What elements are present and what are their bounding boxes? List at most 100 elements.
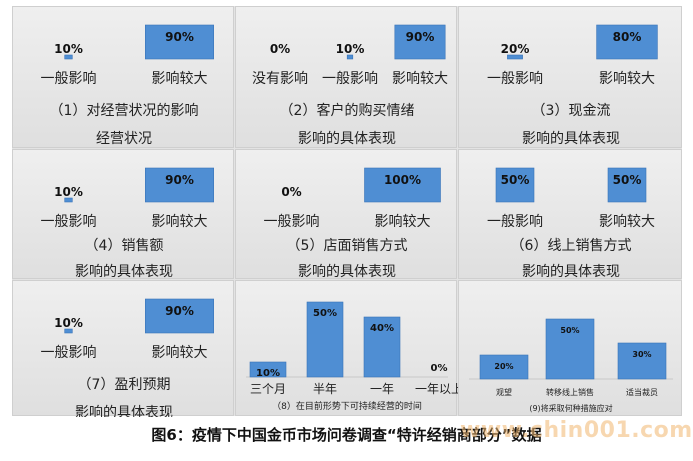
data-label: 20% <box>494 362 513 371</box>
data-label: 10% <box>54 42 83 56</box>
watermark: www.chin001.com <box>460 418 693 443</box>
data-label: 30% <box>632 350 651 359</box>
category-label: 一般影响 <box>322 71 378 87</box>
category-label: 半年 <box>313 382 337 396</box>
bar <box>617 342 667 380</box>
category-label: 一般影响 <box>264 214 320 230</box>
bar <box>596 24 658 60</box>
category-label: 影响较大 <box>152 71 208 87</box>
bar <box>64 197 73 203</box>
category-label: 影响较大 <box>599 214 655 230</box>
chart-panel-1: 10% 一般影响 90% 影响较大 （1）对经营状况的影响 经营状况 <box>12 6 234 148</box>
category-label: 三个月 <box>250 382 286 396</box>
bar <box>145 298 215 334</box>
bar <box>306 301 344 378</box>
data-label: 10% <box>336 42 365 56</box>
category-label: 适当裁员 <box>626 387 658 397</box>
category-label: 一般影响 <box>487 214 543 230</box>
data-label: 50% <box>613 173 642 187</box>
data-label: 80% <box>613 30 642 44</box>
data-label: 50% <box>560 326 579 335</box>
chart-panel-6: 50% 一般影响 50% 影响较大 （6）线上销售方式 影响的具体表现 <box>458 149 682 280</box>
chart-9: 20% 观望 50% 转移线上销售 30% 适当裁员 (9)将采取何种措施应对 <box>469 318 673 413</box>
panel-caption: 影响的具体表现 <box>522 131 620 147</box>
bar <box>64 328 73 334</box>
category-label: 影响较大 <box>152 214 208 230</box>
data-label: 100% <box>384 173 421 187</box>
bar <box>479 354 529 380</box>
chart-grid: 10% 一般影响 90% 影响较大 （1）对经营状况的影响 经营状况 0% 没有影响 10% 一般… <box>12 6 682 417</box>
data-label: 50% <box>313 308 337 319</box>
category-label: 没有影响 <box>252 71 308 87</box>
chart-panel-9: 20% 观望 50% 转移线上销售 30% 适当裁员 (9)将采取何种措施应对 <box>458 280 682 416</box>
chart-panel-7: 10% 一般影响 90% 影响较大 （7）盈利预期影响的具体表现 <box>12 280 234 417</box>
chart-panel-4: 10% 一般影响 90% 影响较大 （4）销售额 影响的具体表现 <box>12 149 234 280</box>
category-label: 一年 <box>370 382 394 396</box>
bar <box>507 54 523 60</box>
panel-caption: （6）线上销售方式 <box>511 238 632 254</box>
category-label: 一般影响 <box>41 71 97 87</box>
chart-panel-5: 0% 一般影响 100% 影响较大 （5）店面销售方式 影响的具体表现 <box>235 149 457 280</box>
data-label: 50% <box>501 173 530 187</box>
panel-caption: （3）现金流 <box>532 103 611 119</box>
panel-caption: （5）店面销售方式 <box>287 238 408 254</box>
bar <box>145 24 215 60</box>
bar <box>145 167 215 203</box>
data-label: 90% <box>165 304 194 318</box>
category-label: 一年以上 <box>415 382 458 396</box>
panel-caption: (9)将采取何种措施应对 <box>529 403 612 413</box>
bar <box>64 54 73 60</box>
chart-panel-3: 20% 一般影响 80% 影响较大 （3）现金流 影响的具体表现 <box>458 6 682 148</box>
chart-panel-2: 0% 没有影响 10% 一般影响 90% 影响较大 （2）客户的购买情绪 影响的具体表现 <box>235 6 457 148</box>
data-label: 10% <box>54 316 83 330</box>
data-label: 0% <box>270 42 290 56</box>
category-label: 一般影响 <box>41 214 97 230</box>
category-label: 观望 <box>496 387 512 397</box>
bar <box>363 316 401 378</box>
category-label: 转移线上销售 <box>546 387 594 397</box>
bar <box>394 24 446 60</box>
panel-caption: （4）销售额 <box>85 238 164 254</box>
bar <box>249 361 287 378</box>
data-label: 90% <box>165 173 194 187</box>
chart-panel-8: 10% 三个月 50% 半年 40% 一年 0% 一年以上 （8）在目前形势下可持续经营的时间 <box>235 280 458 416</box>
panel-caption: （1）对经营状况的影响 <box>50 103 199 119</box>
bar <box>364 167 441 203</box>
panel-caption: 影响的具体表现 <box>75 405 173 417</box>
panel-caption: （7）盈利预期 <box>78 377 171 393</box>
bar <box>607 167 647 203</box>
data-label: 0% <box>281 185 301 199</box>
panel-caption: （2）客户的购买情绪 <box>280 102 415 119</box>
data-label: 40% <box>370 323 394 334</box>
bar <box>346 54 354 60</box>
panel-caption: 影响的具体表现 <box>75 264 173 280</box>
category-label: 影响较大 <box>375 214 431 230</box>
figure-caption: 图6：疫情下中国金币市场问卷调查“特许经销商部分”数据 <box>151 426 542 444</box>
data-label: 20% <box>501 42 530 56</box>
data-label: 90% <box>406 30 435 44</box>
data-label: 10% <box>54 185 83 199</box>
bar <box>545 318 595 380</box>
panel-caption: 经营状况 <box>96 131 152 147</box>
category-label: 影响较大 <box>599 71 655 87</box>
data-label: 0% <box>431 363 448 374</box>
panel-caption: （8）在目前形势下可持续经营的时间 <box>272 400 422 412</box>
category-label: 影响较大 <box>152 345 208 361</box>
panel-caption: 影响的具体表现 <box>298 131 396 147</box>
bar <box>495 167 535 203</box>
data-label: 90% <box>165 30 194 44</box>
panel-caption: 影响的具体表现 <box>298 264 396 280</box>
category-label: 一般影响 <box>41 345 97 361</box>
panel-caption: 影响的具体表现 <box>522 264 620 280</box>
category-label: 一般影响 <box>487 71 543 87</box>
chart-8: 10% 三个月 50% 半年 40% 一年 0% 一年以上 （8）在目前形势下可持续经营的时间 <box>246 301 458 412</box>
category-label: 影响较大 <box>392 71 448 87</box>
data-label: 10% <box>256 368 280 379</box>
